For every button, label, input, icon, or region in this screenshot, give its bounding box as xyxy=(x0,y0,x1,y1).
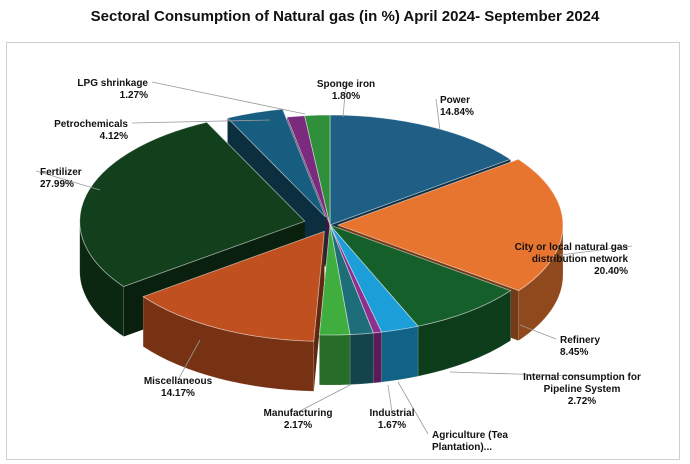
slice-label-1: City or local natural gas distribution ne… xyxy=(515,242,629,277)
pie-slice-miscellaneous xyxy=(142,230,325,342)
slice-label-8: Fertilizer 27.99% xyxy=(40,167,82,190)
pie-slice-fertilizer xyxy=(79,121,306,287)
pie-slice-refinery xyxy=(328,224,512,327)
leader-line-0 xyxy=(435,98,441,131)
slice-label-6: Manufacturing 2.17% xyxy=(264,408,333,431)
slice-side-5 xyxy=(349,332,374,385)
leader-line-4 xyxy=(397,381,429,435)
pie-slice-power xyxy=(329,114,512,226)
leader-line-2 xyxy=(519,324,557,340)
slice-side-6 xyxy=(319,334,351,386)
slice-label-9: Petrochemicals 4.12% xyxy=(54,119,128,142)
slice-label-5: Industrial 1.67% xyxy=(369,408,414,431)
slice-label-11: Sponge iron 1.80% xyxy=(317,79,375,102)
leader-line-10 xyxy=(151,81,306,115)
leader-line-5 xyxy=(387,384,393,413)
slice-label-10: LPG shrinkage 1.27% xyxy=(77,78,148,101)
leader-line-1 xyxy=(559,245,633,256)
pie-slice-sponge-iron xyxy=(304,114,331,226)
chart-frame xyxy=(6,42,680,460)
leader-line-3 xyxy=(449,371,583,377)
leader-line-7 xyxy=(177,339,201,381)
leader-line-6 xyxy=(297,384,351,413)
leader-line-11 xyxy=(342,82,347,118)
slice-label-4: Agriculture (Tea Plantation)... xyxy=(432,430,508,453)
pie-slice-city-or-local-natural-gas-distribution-network xyxy=(336,158,564,292)
slice-side-3 xyxy=(381,325,419,383)
pie-slice-manufacturing xyxy=(318,224,351,336)
slice-label-2: Refinery 8.45% xyxy=(560,335,600,358)
leader-line-8 xyxy=(35,170,101,191)
slice-label-7: Miscellaneous 14.17% xyxy=(144,376,213,399)
slice-side-4 xyxy=(373,331,382,384)
leader-line-9 xyxy=(131,119,271,124)
chart-title: Sectoral Consumption of Natural gas (in … xyxy=(90,8,600,25)
slice-label-3: Internal consumption for Pipeline System 2… xyxy=(523,372,641,407)
slice-label-0: Power 14.84% xyxy=(440,95,474,118)
